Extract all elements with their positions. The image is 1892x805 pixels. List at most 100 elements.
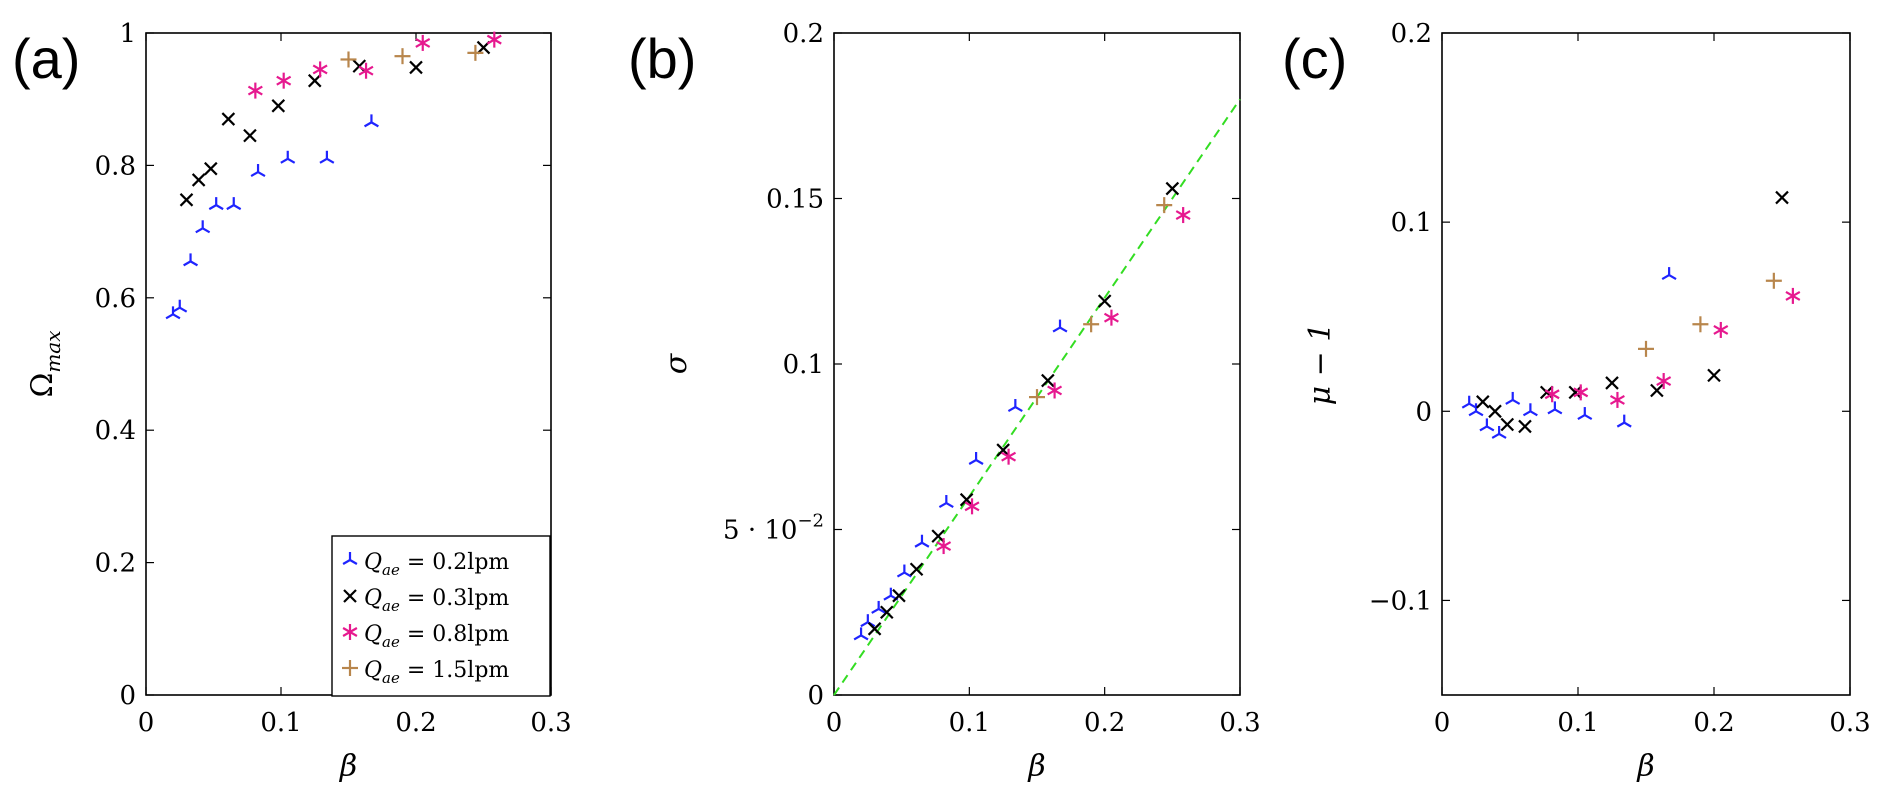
- legend-marker-3: [342, 660, 358, 676]
- data-point: [363, 114, 379, 128]
- x-tick-label: 0.1: [260, 708, 301, 738]
- data-point: [853, 627, 869, 641]
- data-point: [1785, 287, 1801, 304]
- data-point: [165, 306, 181, 320]
- x-axis-label: β: [339, 749, 357, 784]
- data-point: [243, 128, 257, 143]
- data-point: [195, 220, 211, 234]
- data-point: [931, 529, 945, 543]
- legend-entry-1: Qae = 0.3lpm: [364, 586, 509, 615]
- x-tick-label: 0.1: [949, 708, 990, 738]
- data-point: [1041, 373, 1055, 388]
- series-1: [1476, 190, 1789, 434]
- plot-frame: [1441, 32, 1851, 696]
- data-point: [1522, 403, 1538, 417]
- data-point: [1765, 272, 1782, 289]
- y-tick-label: 0.2: [1391, 19, 1432, 49]
- y-tick-label: 0: [119, 681, 136, 711]
- data-point: [1573, 384, 1589, 401]
- panel-b-plot: 0 0.1 0.2 0.3 0 5 · 10−2 0.1 0.15 0.2 β σ: [659, 19, 1261, 784]
- data-point: [1650, 383, 1664, 398]
- series-1: [867, 181, 1180, 636]
- data-point: [1001, 448, 1017, 465]
- data-point: [1713, 321, 1729, 338]
- data-point: [179, 193, 194, 207]
- data-point: [909, 562, 924, 576]
- data-point: [1547, 401, 1563, 415]
- data-point: [892, 588, 906, 603]
- plot-frame: [833, 32, 1241, 696]
- data-point: [1083, 316, 1100, 333]
- data-point: [1518, 419, 1532, 434]
- y-tick-label: 5 · 10−2: [723, 511, 824, 546]
- data-point: [1605, 376, 1619, 390]
- x-tick-label: 0: [1434, 708, 1451, 738]
- y-tick-label: 0.1: [1391, 208, 1432, 238]
- data-point: [1103, 309, 1119, 326]
- data-point: [936, 538, 952, 555]
- data-point: [183, 253, 199, 267]
- data-point: [208, 197, 224, 211]
- series-2: [1544, 287, 1801, 408]
- data-point: [1661, 267, 1677, 281]
- data-point: [221, 112, 236, 126]
- x-tick-label: 0.2: [1084, 708, 1125, 738]
- data-point: [280, 150, 296, 164]
- data-point: [1165, 181, 1180, 196]
- series-3: [1638, 272, 1782, 357]
- data-point: [1544, 386, 1560, 403]
- legend-entry-2: Qae = 0.8lpm: [364, 622, 509, 651]
- x-axis-label: β: [1636, 749, 1654, 784]
- series-2: [936, 207, 1191, 555]
- series-0: [853, 319, 1068, 641]
- data-point: [204, 161, 218, 176]
- data-point: [1505, 391, 1521, 405]
- data-point: [415, 34, 431, 51]
- data-point: [1609, 391, 1625, 408]
- data-point: [996, 443, 1010, 457]
- data-point: [938, 495, 954, 508]
- data-point: [1468, 403, 1484, 417]
- data-point: [964, 498, 980, 515]
- data-point: [914, 534, 930, 548]
- data-point: [358, 62, 374, 79]
- data-point: [1491, 425, 1507, 439]
- data-point: [1488, 404, 1502, 419]
- y-axis-label: Ωmax: [25, 330, 65, 397]
- data-point: [867, 622, 882, 636]
- legend-marker-1: [343, 589, 357, 603]
- y-tick-label: 0.6: [95, 284, 136, 314]
- x-tick-label: 0: [138, 708, 155, 738]
- x-tick-label: 0: [826, 708, 843, 738]
- data-point: [486, 31, 502, 48]
- data-point: [1007, 399, 1023, 412]
- series-0: [165, 114, 379, 320]
- series-1: [179, 40, 491, 207]
- data-point: [1461, 395, 1477, 409]
- legend-entry-3: Qae = 1.5lpm: [364, 658, 509, 687]
- y-tick-label: 0.2: [783, 19, 824, 49]
- y-tick-label: 0.1: [783, 350, 824, 380]
- data-point: [1029, 389, 1045, 406]
- legend-marker-2: [342, 624, 358, 640]
- series-0: [1461, 267, 1677, 439]
- x-tick-label: 0.3: [530, 708, 571, 738]
- y-tick-label: 1: [119, 19, 136, 49]
- data-point: [880, 605, 894, 620]
- data-point: [276, 72, 292, 89]
- x-tick-label: 0.1: [1557, 708, 1598, 738]
- data-point: [271, 99, 286, 113]
- series-2: [247, 31, 502, 99]
- data-point: [1577, 407, 1593, 421]
- data-point: [896, 564, 912, 578]
- data-point: [1476, 395, 1490, 409]
- data-point: [467, 44, 484, 61]
- data-point: [319, 150, 335, 164]
- panel-label-b: (b): [628, 27, 696, 90]
- panel-label-c: (c): [1282, 27, 1347, 90]
- data-point: [1656, 373, 1672, 390]
- legend-box: [331, 535, 551, 697]
- series-3: [340, 44, 484, 68]
- data-point: [1052, 319, 1068, 333]
